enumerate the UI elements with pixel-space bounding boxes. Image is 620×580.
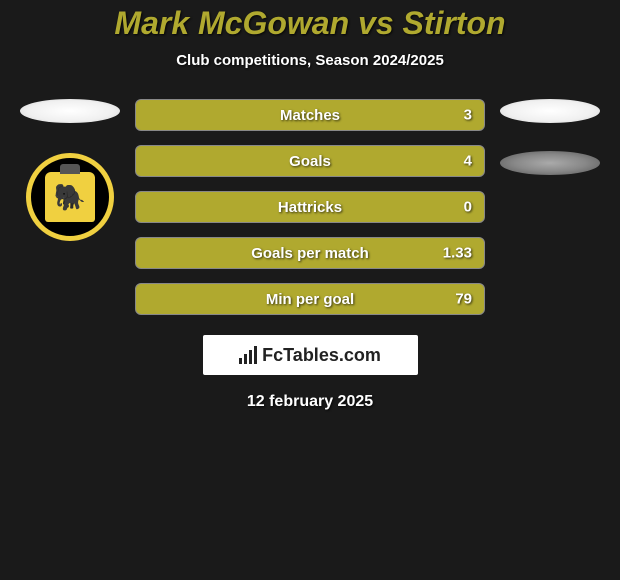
subtitle: Club competitions, Season 2024/2025 xyxy=(0,52,620,69)
stat-label: Min per goal xyxy=(266,291,354,308)
stat-value: 0 xyxy=(464,199,472,216)
fctables-logo[interactable]: FcTables.com xyxy=(203,335,418,375)
stat-value: 1.33 xyxy=(443,245,472,262)
club-badge-shield: 🐘 xyxy=(45,172,95,222)
logo-text: FcTables.com xyxy=(262,345,381,366)
stat-row-min-per-goal: Min per goal 79 xyxy=(135,283,485,315)
stat-row-hattricks: Hattricks 0 xyxy=(135,191,485,223)
content-row: 🐘 Matches 3 Goals 4 Hattricks 0 Goals pe… xyxy=(0,99,620,315)
stat-value: 3 xyxy=(464,107,472,124)
stat-label: Matches xyxy=(280,107,340,124)
player-placeholder-left xyxy=(20,99,120,123)
stat-value: 79 xyxy=(455,291,472,308)
right-column xyxy=(500,99,600,175)
page-title: Mark McGowan vs Stirton xyxy=(0,5,620,42)
stat-label: Goals per match xyxy=(251,245,369,262)
bars-icon xyxy=(239,346,257,364)
stat-row-goals-per-match: Goals per match 1.33 xyxy=(135,237,485,269)
stat-row-matches: Matches 3 xyxy=(135,99,485,131)
date-label: 12 february 2025 xyxy=(247,393,373,411)
stat-label: Hattricks xyxy=(278,199,342,216)
player-placeholder-right xyxy=(500,99,600,123)
stat-value: 4 xyxy=(464,153,472,170)
club-placeholder-right xyxy=(500,151,600,175)
left-column: 🐘 xyxy=(20,99,120,241)
stat-label: Goals xyxy=(289,153,331,170)
stat-row-goals: Goals 4 xyxy=(135,145,485,177)
stats-column: Matches 3 Goals 4 Hattricks 0 Goals per … xyxy=(135,99,485,315)
comparison-widget: Mark McGowan vs Stirton Club competition… xyxy=(0,0,620,411)
club-badge-left: 🐘 xyxy=(26,153,114,241)
elephant-icon: 🐘 xyxy=(54,184,86,210)
footer: FcTables.com 12 february 2025 xyxy=(0,335,620,411)
